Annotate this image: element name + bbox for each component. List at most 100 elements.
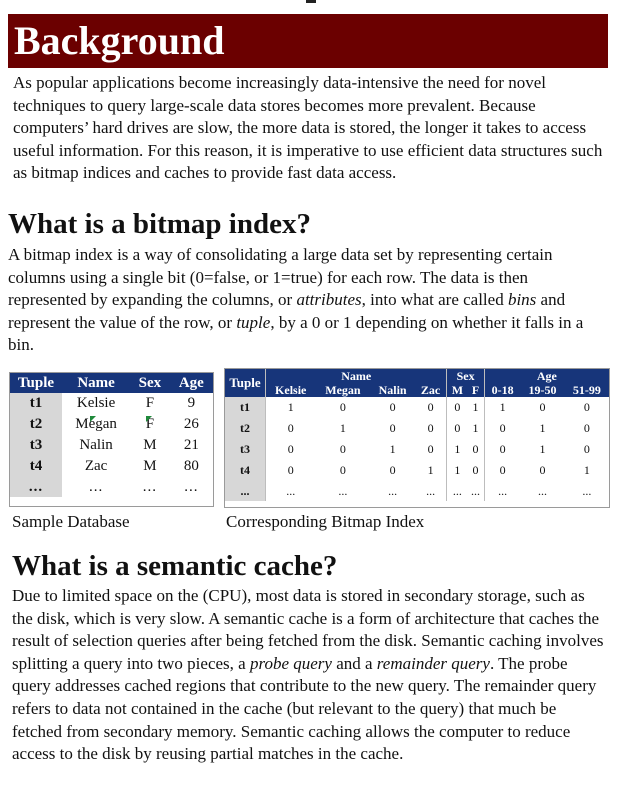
name-cell: Zac bbox=[84, 458, 108, 474]
bit-cell: 0 bbox=[583, 442, 590, 456]
bit-cell: 1 bbox=[414, 460, 448, 481]
bit-cell: 0 bbox=[499, 463, 506, 477]
bit-cell: 0 bbox=[499, 421, 506, 435]
page-top-mark bbox=[306, 0, 316, 3]
bit-cell: 0 bbox=[454, 421, 461, 435]
bitmap-text-4: , by a 0 or 1 depending on whether it fa… bbox=[8, 312, 584, 355]
ellipsis-cell: ... bbox=[538, 483, 548, 498]
bin-header: Nalin bbox=[370, 383, 415, 397]
cell-comment-marker bbox=[90, 416, 96, 422]
background-heading: Background bbox=[14, 18, 225, 63]
bit-cell: 0 bbox=[389, 463, 396, 477]
ellipsis-cell: ... bbox=[338, 483, 348, 498]
bin-header: Megan bbox=[315, 383, 371, 397]
name-cell: Kelsie bbox=[76, 395, 116, 411]
bit-cell: 0 bbox=[414, 439, 448, 460]
bitmap-group-row: Tuple Name Sex Age bbox=[225, 369, 609, 397]
bitmap-text-2: , into what are called bbox=[361, 290, 508, 310]
table-row: t2 0 1 0 0 0 1 0 1 0 bbox=[225, 418, 609, 439]
table-row: t4 0 0 0 1 1 0 0 0 1 bbox=[225, 460, 609, 481]
sex-cell: F bbox=[145, 416, 155, 432]
tuple-cell: t4 bbox=[225, 460, 266, 481]
sample-header-name: Name bbox=[62, 373, 131, 393]
attributes-term: attributes bbox=[296, 290, 362, 310]
bit-cell: 0 bbox=[583, 421, 590, 435]
bit-cell: 0 bbox=[339, 463, 346, 477]
bit-cell: 0 bbox=[539, 463, 546, 477]
bit-cell: 0 bbox=[454, 400, 461, 414]
bitmap-index-caption: Corresponding Bitmap Index bbox=[226, 512, 425, 531]
bitmap-bin-row: Kelsie Megan Nalin Zac M F 0-18 19-50 51… bbox=[225, 383, 609, 397]
bit-cell: 1 bbox=[287, 400, 294, 414]
tuple-cell: t4 bbox=[10, 456, 62, 477]
bit-cell: 1 bbox=[389, 442, 396, 456]
bin-header: F bbox=[467, 383, 485, 397]
sex-cell: M bbox=[143, 458, 157, 474]
probe-query-term: probe query bbox=[249, 653, 332, 673]
age-cell: 80 bbox=[183, 458, 199, 474]
tuple-cell: t3 bbox=[225, 439, 266, 460]
table-row: t4 Zac M 80 bbox=[10, 456, 213, 477]
bitmap-header-tuple: Tuple bbox=[225, 369, 266, 397]
ellipsis-cell: ... bbox=[88, 478, 104, 495]
age-cell: 9 bbox=[187, 395, 196, 411]
table-row: t3 Nalin M 21 bbox=[10, 435, 213, 456]
table-ellipsis-row: ... ... ... ... ... ... ... ... ... ... bbox=[225, 481, 609, 501]
bit-cell: 0 bbox=[467, 439, 485, 460]
sample-header-age: Age bbox=[169, 373, 213, 393]
semantic-text-3: . The probe query addresses cached regio… bbox=[12, 653, 597, 764]
bit-cell: 0 bbox=[287, 463, 294, 477]
bin-header: Kelsie bbox=[265, 383, 316, 397]
sex-cell: F bbox=[145, 395, 155, 411]
bitmap-index-paragraph: A bitmap index is a way of consolidating… bbox=[8, 244, 608, 357]
sample-database-table: Tuple Name Sex Age t1 Kelsie F 9 t2 Mega… bbox=[9, 372, 214, 507]
bit-cell: 1 bbox=[454, 463, 461, 477]
bit-cell: 1 bbox=[339, 421, 346, 435]
semantic-cache-heading: What is a semantic cache? bbox=[12, 550, 338, 582]
bit-cell: 1 bbox=[499, 400, 506, 414]
bin-header: Zac bbox=[414, 383, 448, 397]
name-cell: Megan bbox=[75, 416, 117, 432]
bit-cell: 0 bbox=[414, 397, 448, 418]
ellipsis-cell: ... bbox=[452, 483, 462, 498]
background-banner: Background bbox=[8, 14, 608, 68]
ellipsis-cell: ... bbox=[582, 483, 592, 498]
age-cell: 26 bbox=[183, 416, 199, 432]
bitmap-group-age: Age bbox=[484, 369, 609, 383]
ellipsis-cell: ... bbox=[10, 477, 62, 497]
bin-header: M bbox=[446, 383, 468, 397]
bit-cell: 0 bbox=[499, 442, 506, 456]
bit-cell: 1 bbox=[583, 463, 590, 477]
cell-comment-marker bbox=[146, 416, 152, 422]
bins-term: bins bbox=[507, 290, 537, 310]
table-row: t1 1 0 0 0 0 1 1 0 0 bbox=[225, 397, 609, 418]
bit-cell: 1 bbox=[454, 442, 461, 456]
bitmap-text-3: and represent the value of the row, or bbox=[8, 290, 566, 332]
ellipsis-cell: ... bbox=[286, 483, 296, 498]
table-row: t3 0 0 1 0 1 0 0 1 0 bbox=[225, 439, 609, 460]
semantic-text-2: and a bbox=[331, 653, 377, 673]
tuple-cell: t2 bbox=[10, 414, 62, 435]
semantic-cache-paragraph: Due to limited space on the (CPU), most … bbox=[12, 585, 608, 766]
ellipsis-cell: ... bbox=[498, 483, 508, 498]
bitmap-group-sex: Sex bbox=[446, 369, 485, 383]
remainder-query-term: remainder query bbox=[376, 653, 490, 673]
bit-cell: 0 bbox=[287, 442, 294, 456]
tuple-cell: t1 bbox=[225, 397, 266, 418]
bitmap-text-1: A bitmap index is a way of consolidating… bbox=[8, 245, 553, 310]
ellipsis-cell: ... bbox=[414, 481, 448, 501]
sex-cell: M bbox=[143, 437, 157, 453]
bit-cell: 1 bbox=[467, 418, 485, 439]
bit-cell: 0 bbox=[467, 460, 485, 481]
name-cell: Nalin bbox=[79, 437, 113, 453]
bit-cell: 1 bbox=[539, 421, 546, 435]
bit-cell: 0 bbox=[414, 418, 448, 439]
tuple-cell: t1 bbox=[10, 393, 62, 414]
bit-cell: 0 bbox=[539, 400, 546, 414]
ellipsis-cell: ... bbox=[184, 478, 199, 495]
sample-header-tuple: Tuple bbox=[10, 373, 62, 393]
sample-database-caption: Sample Database bbox=[12, 512, 130, 531]
table-row: t2 Megan F 26 bbox=[10, 414, 213, 435]
semantic-text-1: Due to limited space on the (CPU), most … bbox=[12, 586, 604, 673]
bitmap-index-heading: What is a bitmap index? bbox=[8, 208, 311, 240]
